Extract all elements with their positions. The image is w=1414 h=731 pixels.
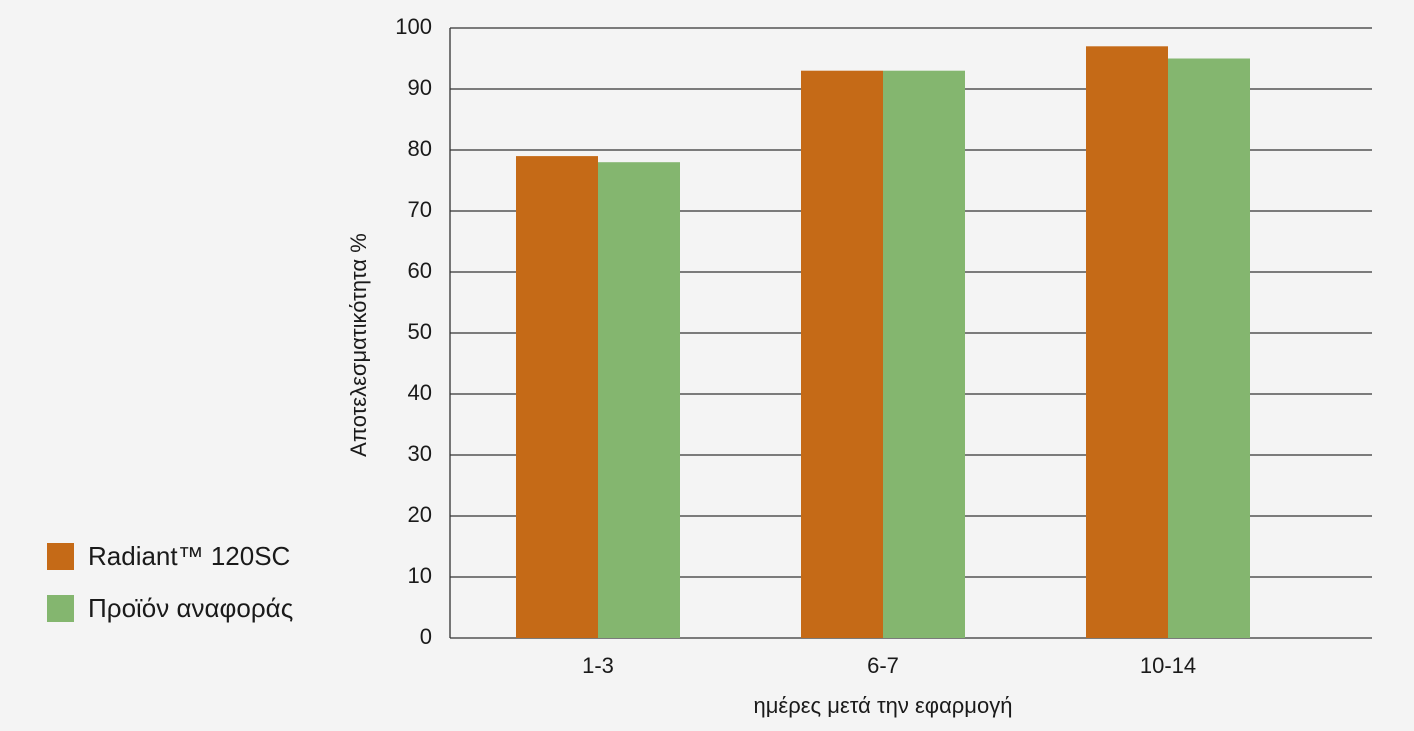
y-tick-label: 90	[408, 75, 432, 100]
bar	[1168, 58, 1250, 638]
x-tick-label: 10-14	[1140, 653, 1196, 678]
bar	[883, 70, 965, 638]
x-axis-title: ημέρες μετά την εφαρμογή	[754, 693, 1013, 718]
legend-swatch	[47, 595, 74, 622]
y-axis-title: Αποτελεσματικότητα %	[346, 233, 371, 457]
y-tick-label: 60	[408, 258, 432, 283]
legend-label: Radiant™ 120SC	[88, 541, 290, 571]
y-tick-label: 70	[408, 197, 432, 222]
y-tick-label: 30	[408, 441, 432, 466]
legend-label: Προϊόν αναφοράς	[88, 593, 293, 623]
legend-swatch	[47, 543, 74, 570]
bar	[516, 156, 598, 638]
x-tick-label: 1-3	[582, 653, 614, 678]
y-tick-label: 0	[420, 624, 432, 649]
bar	[1086, 46, 1168, 639]
y-tick-label: 40	[408, 380, 432, 405]
x-tick-label: 6-7	[867, 653, 899, 678]
y-tick-label: 100	[395, 14, 432, 39]
bar	[801, 70, 883, 638]
y-tick-label: 20	[408, 502, 432, 527]
y-tick-label: 50	[408, 319, 432, 344]
bar	[598, 162, 680, 638]
y-tick-label: 10	[408, 563, 432, 588]
y-tick-label: 80	[408, 136, 432, 161]
